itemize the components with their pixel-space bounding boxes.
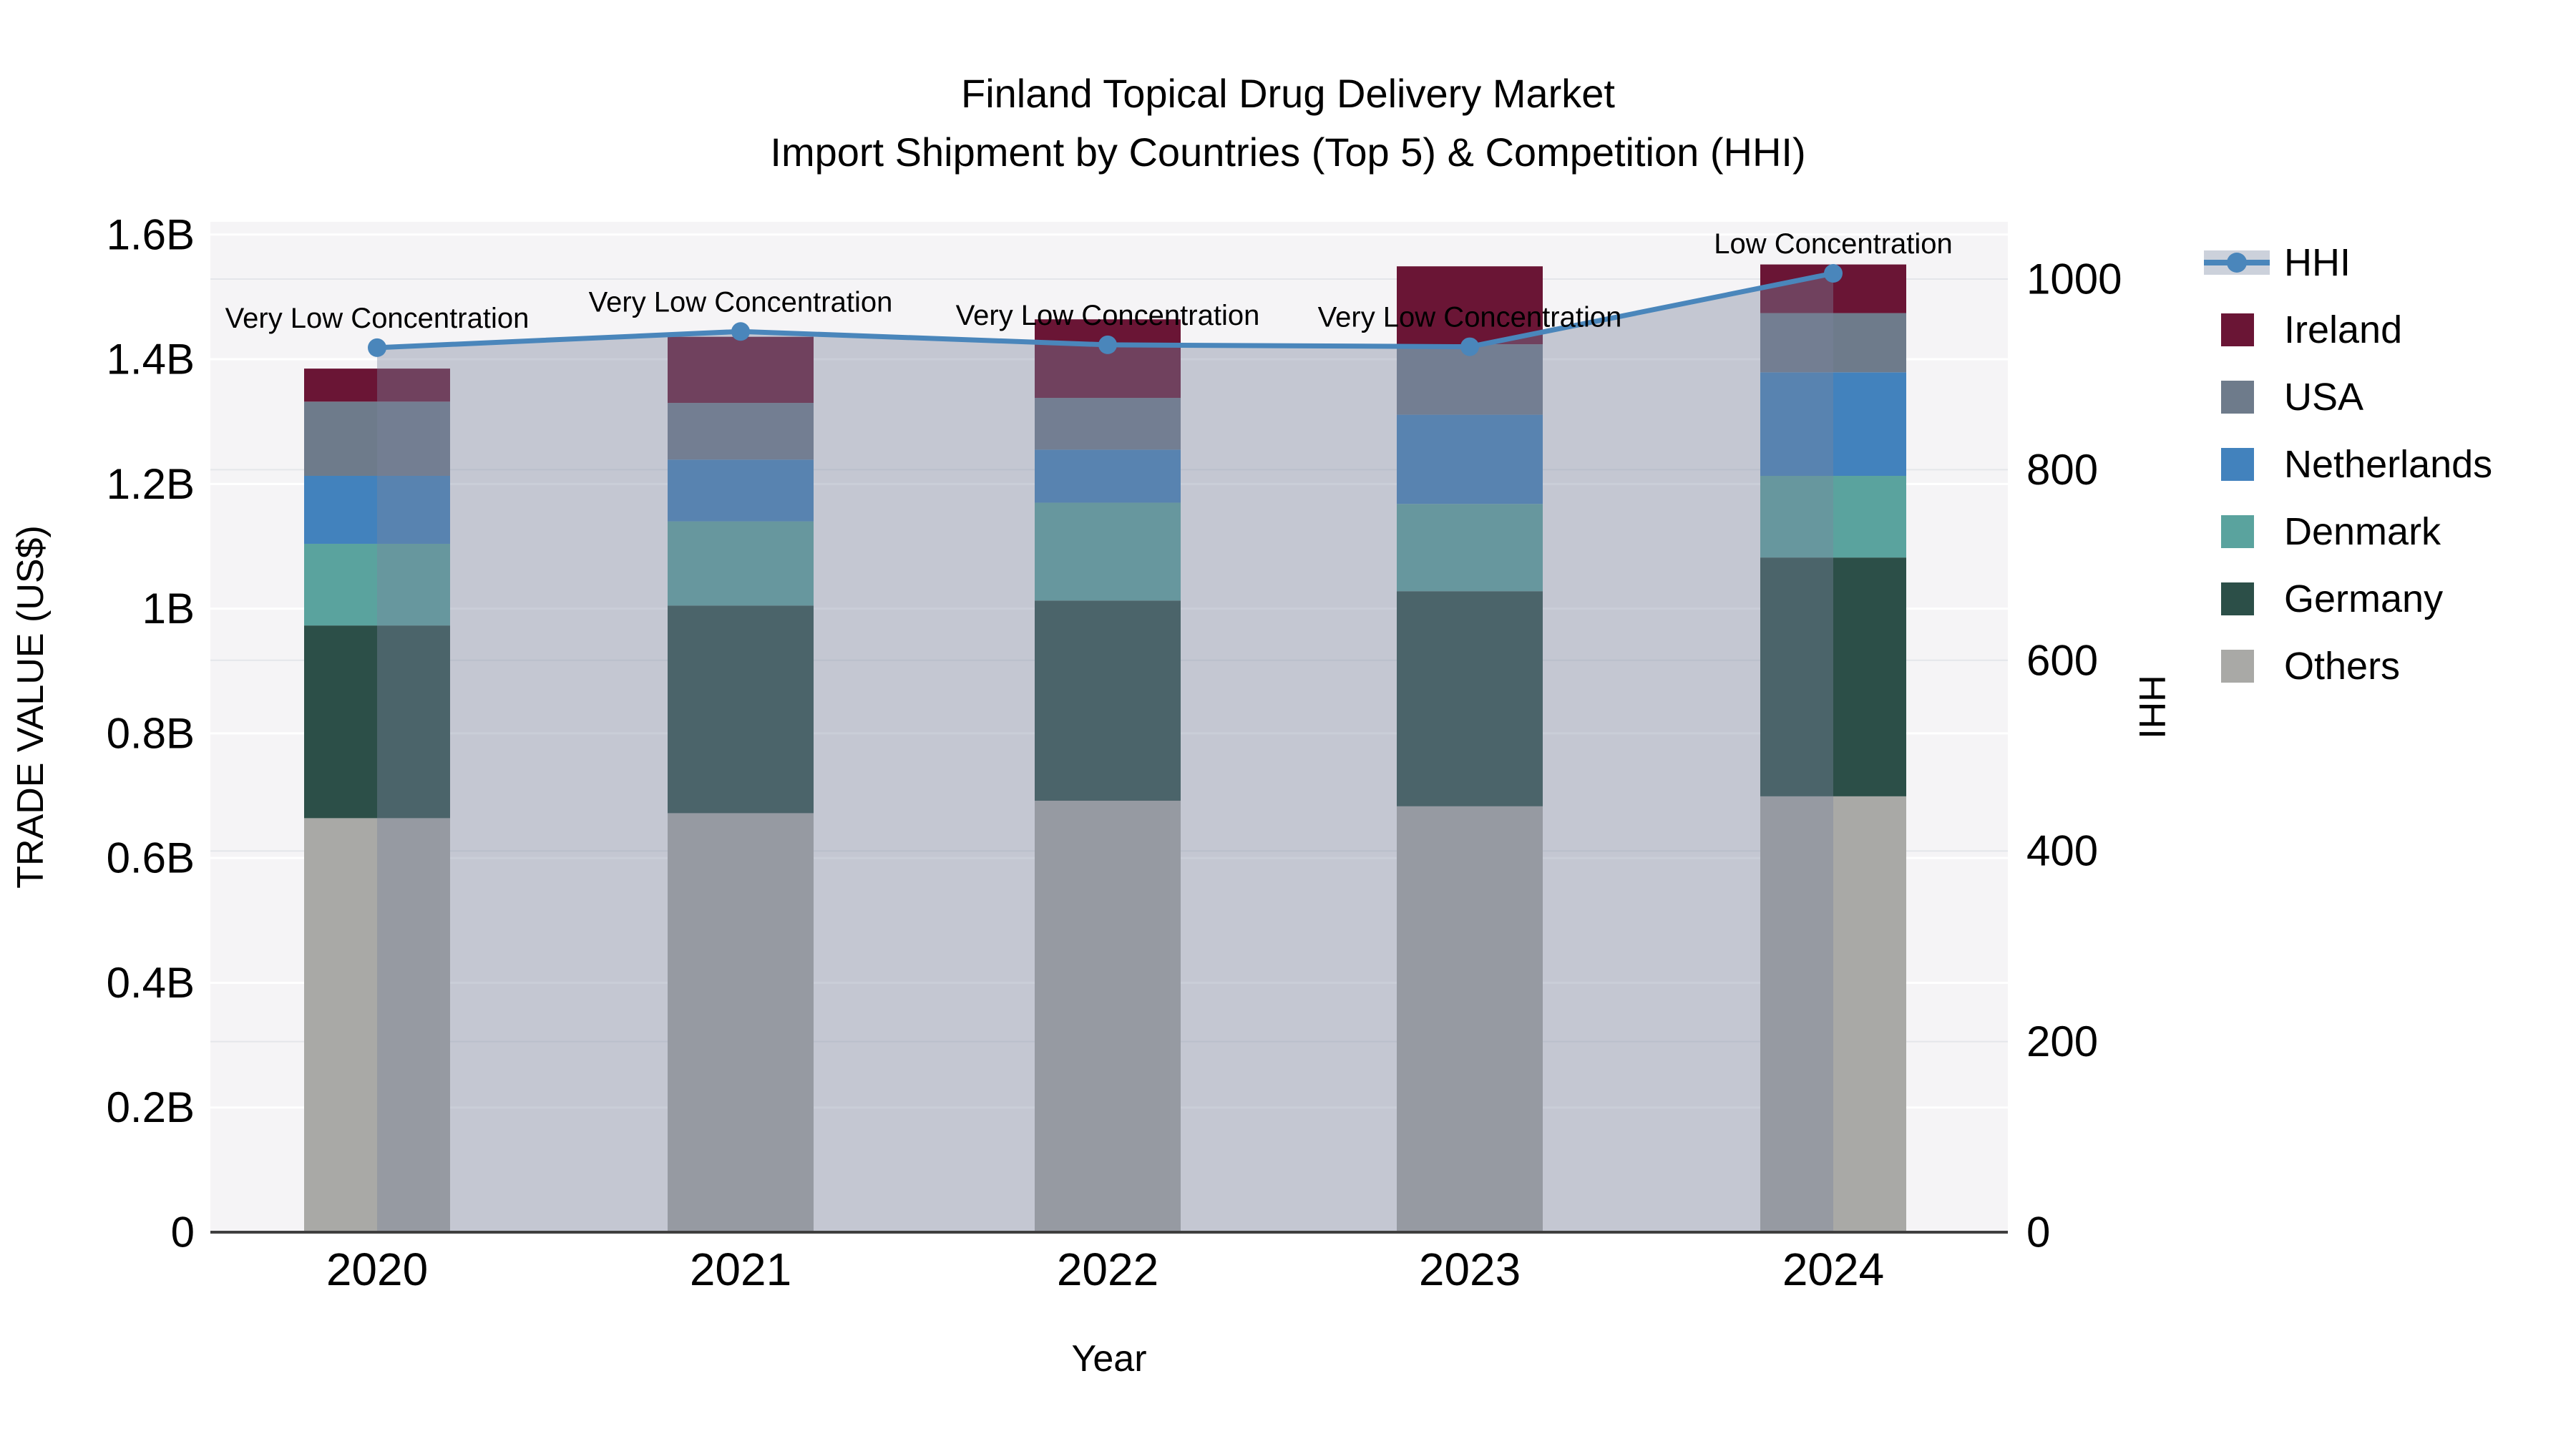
legend-swatch-usa [2221, 381, 2254, 414]
left-tick-0.2B: 0.2B [107, 1083, 195, 1131]
legend-label-netherlands: Netherlands [2284, 443, 2492, 486]
bar-segment-2021-netherlands[interactable] [668, 459, 814, 522]
hhi-marker-2020[interactable] [368, 338, 386, 357]
legend-label-hhi: HHI [2284, 241, 2351, 284]
bar-segment-2022-netherlands[interactable] [1035, 449, 1181, 503]
legend-item-netherlands[interactable]: Netherlands [2221, 443, 2492, 486]
right-tick-0: 0 [2026, 1209, 2050, 1257]
bar-segment-2024-others[interactable] [1760, 796, 1906, 1232]
bar-segment-2024-usa[interactable] [1760, 313, 1906, 373]
annotation-2024: Low Concentration [1714, 228, 1953, 260]
left-axis-tick-labels: 0 0.2B 0.4B 0.6B 0.8B 1B 1.2B 1.4B 1.6B [107, 210, 195, 1256]
legend-item-ireland[interactable]: Ireland [2221, 308, 2402, 351]
bar-segment-2022-germany[interactable] [1035, 600, 1181, 801]
right-tick-1000: 1000 [2026, 255, 2122, 303]
bar-segment-2021-germany[interactable] [668, 605, 814, 814]
left-tick-0.8B: 0.8B [107, 709, 195, 757]
stacked-bars [304, 264, 1906, 1232]
hhi-area-fill [377, 273, 1833, 1232]
legend: HHI Ireland USA Netherlands Denmark Germany Ot… [2204, 241, 2492, 688]
chart-title-line1: Finland Topical Drug Delivery Market [961, 71, 1615, 116]
left-tick-1.4B: 1.4B [107, 336, 195, 384]
legend-hhi-marker-icon [2227, 253, 2247, 273]
legend-swatch-others [2221, 650, 2254, 683]
legend-swatch-netherlands [2221, 448, 2254, 481]
annotation-2021: Very Low Concentration [589, 286, 893, 318]
hhi-marker-2022[interactable] [1098, 335, 1117, 354]
hhi-markers [368, 264, 1843, 357]
x-tick-2023: 2023 [1419, 1244, 1521, 1295]
bar-segment-2023-others[interactable] [1397, 806, 1543, 1232]
right-axis-title: HHI [2131, 675, 2172, 739]
legend-label-denmark: Denmark [2284, 510, 2441, 553]
annotation-2022: Very Low Concentration [956, 300, 1260, 331]
bar-segment-2023-denmark[interactable] [1397, 504, 1543, 592]
legend-item-others[interactable]: Others [2221, 645, 2400, 688]
x-tick-2024: 2024 [1782, 1244, 1884, 1295]
legend-label-usa: USA [2284, 376, 2363, 419]
bar-segment-2024-germany[interactable] [1760, 557, 1906, 796]
bar-segment-2023-netherlands[interactable] [1397, 414, 1543, 504]
legend-item-hhi[interactable]: HHI [2204, 241, 2351, 284]
left-tick-0: 0 [171, 1209, 195, 1257]
bar-segment-2023-germany[interactable] [1397, 591, 1543, 806]
legend-swatch-germany [2221, 582, 2254, 615]
x-axis-title: Year [1071, 1338, 1146, 1380]
bar-segment-2020-germany[interactable] [304, 625, 450, 819]
annotation-2020: Very Low Concentration [225, 303, 530, 334]
bar-segment-2022-usa[interactable] [1035, 398, 1181, 450]
x-tick-2021: 2021 [690, 1244, 791, 1295]
annotation-2023: Very Low Concentration [1318, 302, 1622, 333]
bar-segment-2022-others[interactable] [1035, 800, 1181, 1232]
left-tick-1.6B: 1.6B [107, 210, 195, 258]
legend-label-germany: Germany [2284, 577, 2443, 620]
legend-swatch-denmark [2221, 515, 2254, 548]
bar-segment-2022-ireland[interactable] [1035, 319, 1181, 399]
hhi-marker-2024[interactable] [1824, 264, 1843, 283]
left-tick-0.6B: 0.6B [107, 834, 195, 882]
bar-segment-2020-usa[interactable] [304, 401, 450, 476]
left-tick-1.2B: 1.2B [107, 460, 195, 508]
x-axis-tick-labels: 2020 2021 2022 2023 2024 [326, 1244, 1884, 1295]
legend-item-germany[interactable]: Germany [2221, 577, 2443, 620]
bar-segment-2022-denmark[interactable] [1035, 502, 1181, 601]
bar-segment-2021-denmark[interactable] [668, 521, 814, 606]
x-tick-2022: 2022 [1057, 1244, 1158, 1295]
right-tick-400: 400 [2026, 827, 2098, 875]
legend-swatch-ireland [2221, 313, 2254, 346]
chart-title-line2: Import Shipment by Countries (Top 5) & C… [770, 130, 1805, 175]
legend-label-others: Others [2284, 645, 2400, 688]
bar-segment-2020-denmark[interactable] [304, 543, 450, 626]
bar-segment-2023-ireland[interactable] [1397, 266, 1543, 345]
right-axis-tick-labels: 0 200 400 600 800 1000 [2026, 255, 2122, 1257]
right-tick-600: 600 [2026, 636, 2098, 684]
x-tick-2020: 2020 [326, 1244, 428, 1295]
bar-segment-2020-netherlands[interactable] [304, 475, 450, 544]
hhi-marker-2021[interactable] [731, 322, 750, 341]
legend-item-usa[interactable]: USA [2221, 376, 2363, 419]
left-axis-title: TRADE VALUE (US$) [10, 525, 52, 889]
left-tick-1B: 1B [142, 585, 195, 633]
bar-segment-2021-others[interactable] [668, 813, 814, 1232]
bar-segment-2020-others[interactable] [304, 818, 450, 1232]
bar-segment-2021-usa[interactable] [668, 403, 814, 460]
legend-item-denmark[interactable]: Denmark [2221, 510, 2441, 553]
concentration-annotations: Very Low Concentration Very Low Concentra… [225, 228, 1953, 334]
bar-segment-2024-netherlands[interactable] [1760, 372, 1906, 476]
bar-segment-2020-ireland[interactable] [304, 369, 450, 402]
left-tick-0.4B: 0.4B [107, 959, 195, 1007]
bar-segment-2024-denmark[interactable] [1760, 475, 1906, 558]
right-tick-800: 800 [2026, 446, 2098, 494]
legend-label-ireland: Ireland [2284, 308, 2402, 351]
hhi-marker-2023[interactable] [1460, 337, 1479, 356]
right-tick-200: 200 [2026, 1018, 2098, 1065]
bar-segment-2021-ireland[interactable] [668, 336, 814, 404]
